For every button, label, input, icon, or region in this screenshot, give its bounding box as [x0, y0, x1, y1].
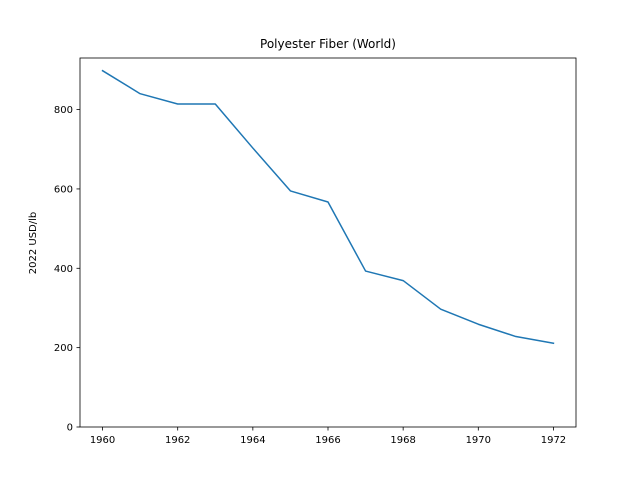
x-tick-label-1964: 1964 [240, 435, 265, 446]
x-tick-label-1960: 1960 [90, 435, 115, 446]
y-tick-label-0: 0 [67, 423, 73, 434]
chart-title: Polyester Fiber (World) [260, 37, 396, 51]
series-line-0 [101, 69, 555, 345]
x-tick-label-1962: 1962 [165, 435, 190, 446]
y-tick-label-200: 200 [54, 343, 73, 354]
y-axis-label: 2022 USD/lb [28, 212, 39, 275]
plot-area: 1960 1962 1964 1966 1968 1970 1972 0 200 400 600 80… [54, 57, 577, 446]
y-tick-label-400: 400 [54, 264, 73, 275]
x-tick-label-1966: 1966 [315, 435, 340, 446]
x-tick-label-1970: 1970 [466, 435, 491, 446]
x-tick-label-1968: 1968 [390, 435, 415, 446]
x-tick-label-1972: 1972 [541, 435, 566, 446]
y-tick-label-600: 600 [54, 184, 73, 195]
y-tick-label-800: 800 [54, 105, 73, 116]
